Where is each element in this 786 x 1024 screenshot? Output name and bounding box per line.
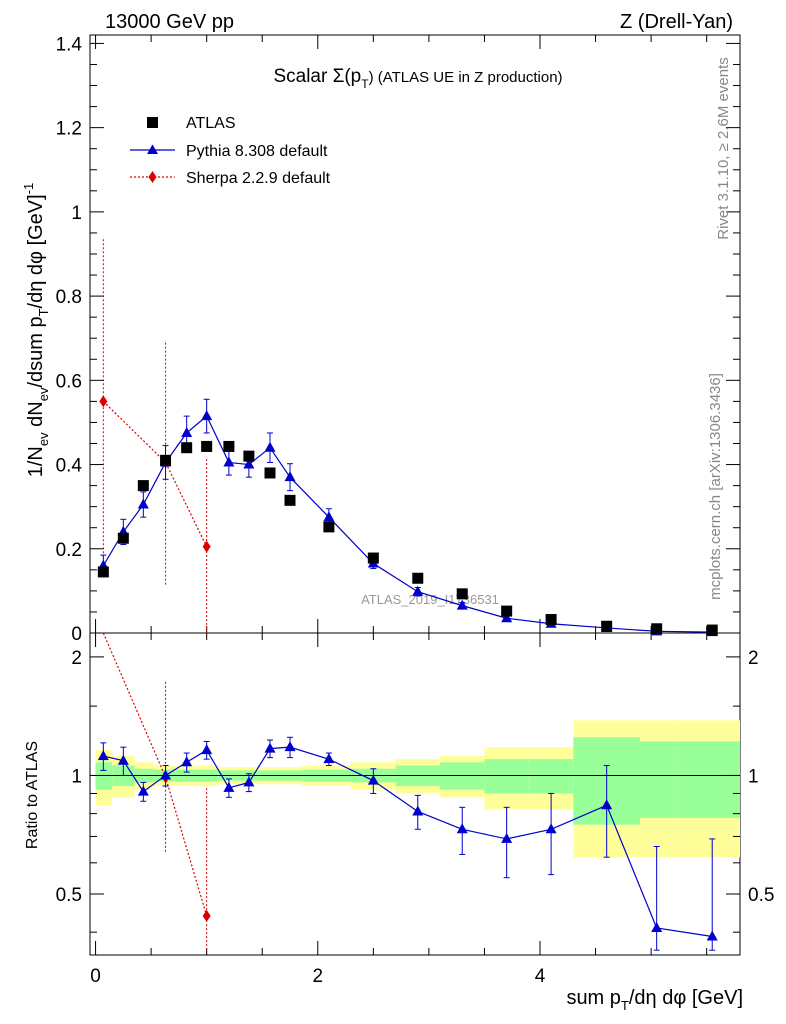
pythia-ratio-point — [243, 776, 255, 787]
header-right: Z (Drell-Yan) — [620, 11, 733, 33]
x-tick-label: 2 — [312, 966, 323, 987]
pythia-ratio-point — [706, 930, 718, 941]
atlas-point — [284, 494, 296, 506]
y-axis-label: 1/Nev dNev/dsum pT/dη dφ [GeV]-1 — [21, 183, 51, 478]
ratio-tick-label: 2 — [71, 648, 82, 669]
pythia-ratio-point — [367, 774, 379, 785]
band-inner-segment — [678, 741, 740, 818]
pythia-ratio-point — [160, 769, 172, 780]
pythia-ratio-point — [651, 921, 663, 932]
atlas-point — [117, 532, 129, 544]
sherpa-ratio-point — [202, 909, 211, 922]
pythia-ratio-point — [137, 785, 149, 796]
ratio-axis-ticks: 0.5 0.5 1 1 2 2 — [56, 648, 774, 933]
pythia-point — [456, 599, 468, 610]
pythia-point — [412, 585, 424, 596]
header-left: 13000 GeV pp — [105, 11, 234, 33]
pythia-ratio-point — [601, 799, 613, 810]
band-inner-segment — [640, 741, 679, 818]
atlas-point — [160, 454, 172, 466]
atlas-point — [243, 450, 255, 462]
band-inner-segment — [440, 762, 485, 790]
pythia-ratio-point — [97, 750, 109, 761]
pythia-point — [201, 410, 213, 421]
legend: ATLAS Pythia 8.308 default Sherpa 2.2.9 … — [130, 115, 331, 187]
pythia-ratio-point — [284, 741, 296, 752]
band-inner-segment — [484, 759, 529, 794]
main-series-layer — [97, 237, 718, 637]
y-tick-label: 1.4 — [56, 34, 83, 55]
pythia-point — [223, 456, 235, 467]
legend-pythia-marker — [147, 144, 158, 154]
x-axis-label: sum pT/dη dφ [GeV] — [566, 987, 743, 1013]
pythia-ratio-point — [264, 742, 276, 753]
chart-title: Scalar Σ(pT) (ATLAS UE in Z production) — [273, 66, 562, 91]
sherpa-point — [99, 395, 108, 408]
pythia-point — [137, 498, 149, 509]
atlas-point — [545, 614, 557, 626]
rivet-version-label: Rivet 3.1.10, ≥ 2.6M events — [714, 57, 732, 240]
pythia-point — [181, 426, 193, 437]
legend-sherpa-marker — [148, 171, 157, 183]
legend-pythia-label: Pythia 8.308 default — [186, 143, 328, 160]
main-axis-ticks: 0 0.2 0.4 0.6 0.8 1 1.2 1.4 0 2 4 — [56, 34, 740, 987]
pythia-ratio-point — [181, 756, 193, 767]
pythia-ratio-point — [412, 805, 424, 816]
atlas-point — [367, 552, 379, 564]
band-inner-segment — [95, 762, 113, 790]
ratio-uncertainty-band — [95, 720, 740, 858]
band-inner-segment — [528, 759, 574, 794]
atlas-point — [706, 624, 718, 636]
legend-sherpa-label: Sherpa 2.2.9 default — [186, 170, 331, 187]
atlas-point — [456, 588, 468, 600]
atlas-point — [651, 623, 663, 635]
y-tick-label: 0.2 — [56, 540, 82, 561]
legend-atlas-label: ATLAS — [186, 115, 236, 132]
ratio-y-axis-label: Ratio to ATLAS — [24, 741, 41, 849]
atlas-point — [501, 605, 513, 617]
y-tick-label: 0.6 — [56, 371, 82, 392]
ratio-tick-label-right: 0.5 — [748, 885, 774, 906]
pythia-ratio-point — [456, 823, 468, 834]
ratio-series-layer — [97, 632, 718, 951]
ratio-tick-label-right: 2 — [748, 648, 759, 669]
pythia-point — [243, 458, 255, 469]
y-tick-label: 0 — [71, 624, 82, 645]
atlas-point — [264, 467, 276, 479]
analysis-watermark: ATLAS_2019_I1736531 — [361, 592, 499, 607]
pythia-ratio-point — [323, 753, 335, 764]
x-tick-label: 0 — [90, 966, 101, 987]
ratio-tick-label-right: 1 — [748, 766, 759, 787]
pythia-ratio-point — [501, 832, 513, 843]
atlas-point — [181, 442, 193, 454]
atlas-point — [223, 440, 235, 452]
pythia-point — [264, 441, 276, 452]
pythia-ratio-point — [545, 823, 557, 834]
atlas-point — [323, 521, 335, 533]
atlas-point — [412, 572, 424, 584]
atlas-point — [201, 440, 213, 452]
pythia-ratio-point — [223, 781, 235, 792]
pythia-ratio-point — [201, 744, 213, 755]
ratio-tick-label: 1 — [71, 766, 82, 787]
pythia-point — [501, 612, 513, 623]
sherpa-line — [102, 400, 208, 547]
pythia-point — [323, 511, 335, 522]
y-tick-label: 1 — [71, 203, 82, 224]
legend-atlas-marker — [147, 117, 158, 128]
pythia-point — [284, 471, 296, 482]
ratio-tick-label: 0.5 — [56, 885, 82, 906]
atlas-point — [97, 566, 109, 578]
pythia-ratio-point — [117, 754, 129, 765]
x-tick-label: 4 — [535, 966, 546, 987]
atlas-point — [137, 480, 149, 492]
sherpa-point — [202, 540, 211, 553]
y-tick-label: 1.2 — [56, 119, 82, 140]
mcplots-reference-label: mcplots.cern.ch [arXiv:1306.3436] — [706, 373, 724, 600]
y-tick-label: 0.8 — [56, 287, 82, 308]
atlas-point — [601, 620, 613, 632]
y-tick-label: 0.4 — [56, 456, 83, 477]
